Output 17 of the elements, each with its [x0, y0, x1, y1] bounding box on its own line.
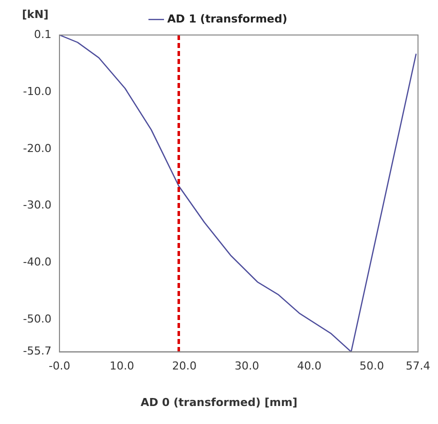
x-tick-label: 30.0 — [234, 359, 260, 372]
x-tick-label: -0.0 — [48, 359, 70, 372]
y-tick-label: -30.0 — [22, 198, 52, 212]
x-tick-label: 57.4 — [406, 359, 430, 372]
y-tick-label: -55.7 — [22, 344, 52, 358]
x-tick-label: 10.0 — [110, 359, 134, 372]
x-tick-label: 40.0 — [297, 359, 322, 372]
x-tick-label: 20.0 — [172, 359, 197, 372]
y-tick-label: -50.0 — [22, 312, 52, 326]
legend-label: AD 1 (transformed) — [167, 12, 288, 26]
y-tick-label: -10.0 — [22, 85, 52, 98]
x-axis-title: AD 0 (transformed) [mm] — [140, 396, 298, 409]
y-tick-label: -20.0 — [22, 142, 52, 155]
x-tick-label: 50.0 — [360, 359, 384, 372]
y-axis-title: [kN] — [22, 8, 49, 21]
y-tick-label: 0.1 — [34, 28, 52, 41]
y-tick-label: -40.0 — [22, 256, 52, 269]
